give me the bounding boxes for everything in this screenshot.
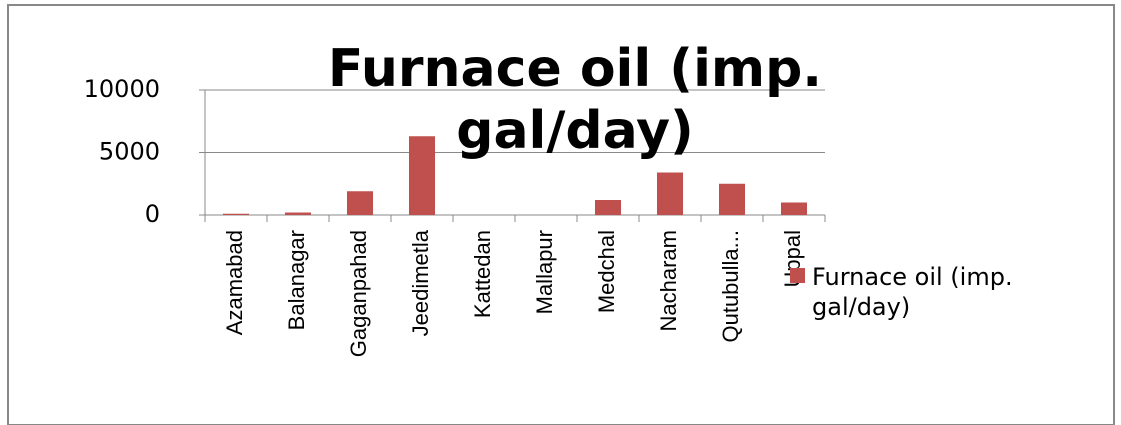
y-tick-label: 0 (145, 200, 160, 228)
bar (222, 213, 250, 215)
y-tick-label: 10000 (84, 75, 160, 103)
x-tick-label: Gaganpahad (346, 230, 371, 357)
bar (284, 212, 312, 215)
x-tick-label: Azamabad (222, 230, 247, 335)
x-tick-label: Qutubulla... (718, 230, 743, 343)
y-tick-label: 5000 (99, 138, 160, 166)
x-tick-label: Nacharam (656, 230, 681, 331)
bar (718, 183, 746, 215)
x-tick-label: Mallapur (532, 230, 557, 314)
legend-label: Furnace oil (imp. gal/day) (812, 263, 1013, 321)
bar (346, 191, 374, 215)
bar (594, 200, 622, 215)
chart-title: Furnace oil (imp. gal/day) (327, 39, 823, 161)
bar (780, 202, 808, 215)
bar (408, 136, 436, 215)
frame (7, 4, 1115, 425)
x-tick-label: Medchal (594, 230, 619, 313)
legend-swatch (790, 268, 805, 283)
bar (656, 172, 684, 215)
x-tick-label: Balanagar (284, 230, 309, 330)
x-tick-label: Kattedan (470, 230, 495, 318)
x-tick-label: Jeedimetla (408, 229, 433, 336)
